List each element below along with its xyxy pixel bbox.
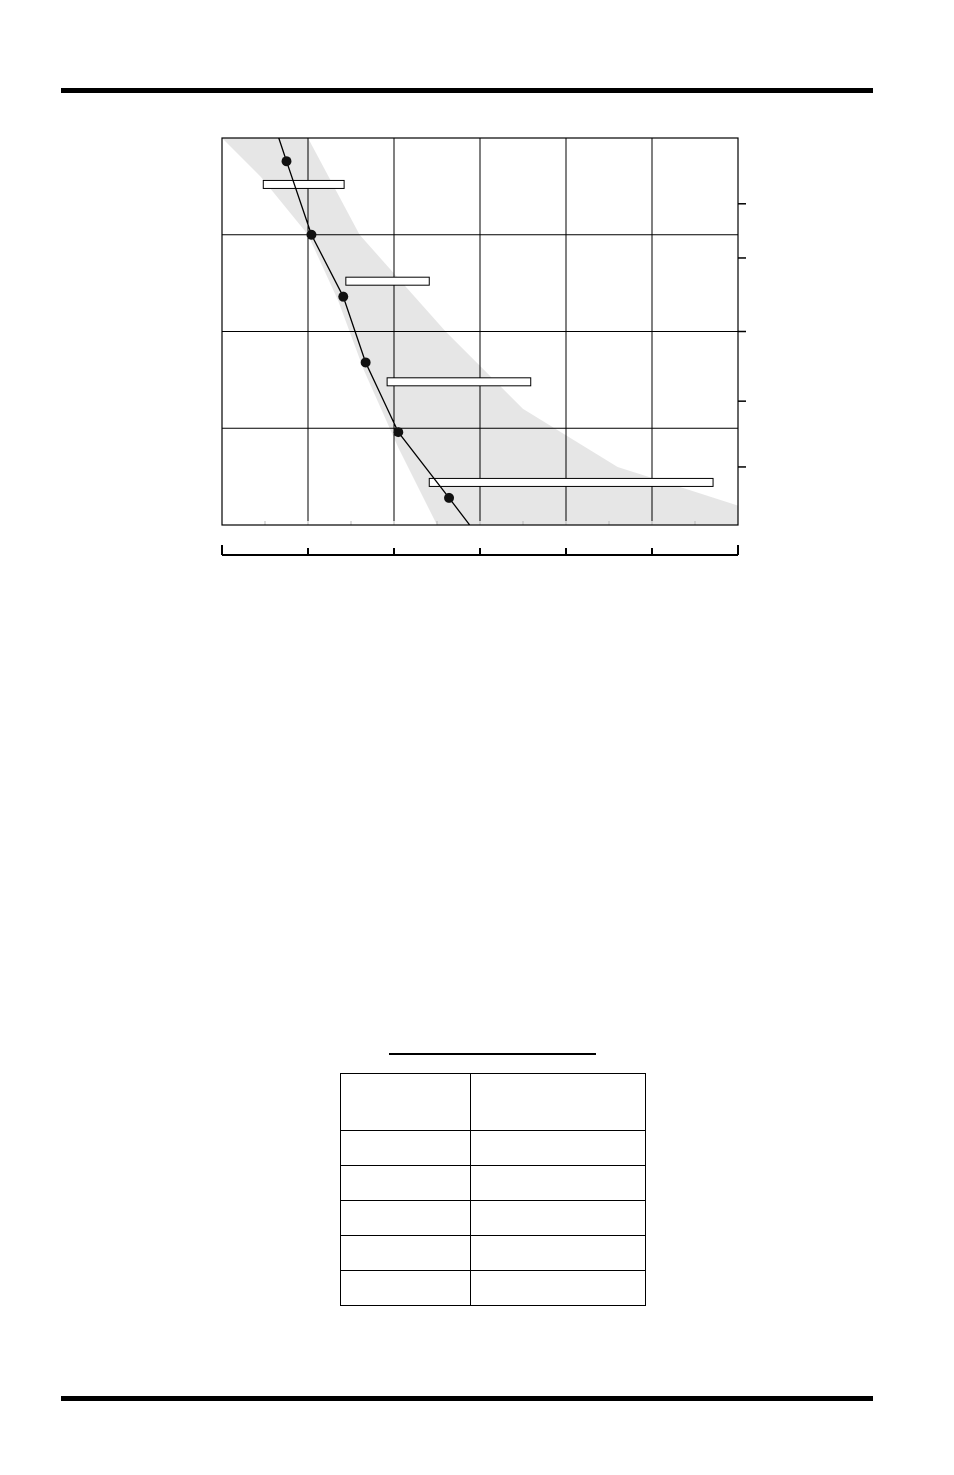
table-title-rule xyxy=(389,1053,596,1055)
data-point xyxy=(281,156,292,167)
chart xyxy=(210,125,755,570)
table-row xyxy=(340,1235,646,1271)
bottom-rule xyxy=(61,1396,873,1401)
table-row xyxy=(340,1165,646,1201)
table-cell xyxy=(470,1270,646,1306)
data-point xyxy=(393,427,404,438)
table-row xyxy=(340,1200,646,1236)
table-cell xyxy=(470,1235,646,1271)
table-cell xyxy=(470,1165,646,1201)
data-table xyxy=(340,1073,646,1306)
table-row xyxy=(340,1130,646,1166)
range-bar xyxy=(428,477,714,487)
range-bar xyxy=(262,179,345,189)
table-header-row xyxy=(340,1073,646,1131)
data-point xyxy=(444,492,455,503)
table-cell xyxy=(470,1130,646,1166)
chart-svg xyxy=(221,137,746,556)
range-bar xyxy=(345,276,430,286)
table-cell xyxy=(340,1235,471,1271)
table-cell xyxy=(340,1165,471,1201)
series-line xyxy=(278,137,471,526)
table-row xyxy=(340,1270,646,1306)
table-cell xyxy=(470,1200,646,1236)
table-cell xyxy=(340,1130,471,1166)
top-rule xyxy=(61,88,873,93)
data-point xyxy=(338,291,349,302)
data-point xyxy=(306,229,317,240)
table-header-cell xyxy=(470,1073,646,1131)
range-bar xyxy=(386,377,532,387)
table-cell xyxy=(340,1200,471,1236)
table-header-cell xyxy=(340,1073,471,1131)
table-cell xyxy=(340,1270,471,1306)
data-point xyxy=(360,357,371,368)
